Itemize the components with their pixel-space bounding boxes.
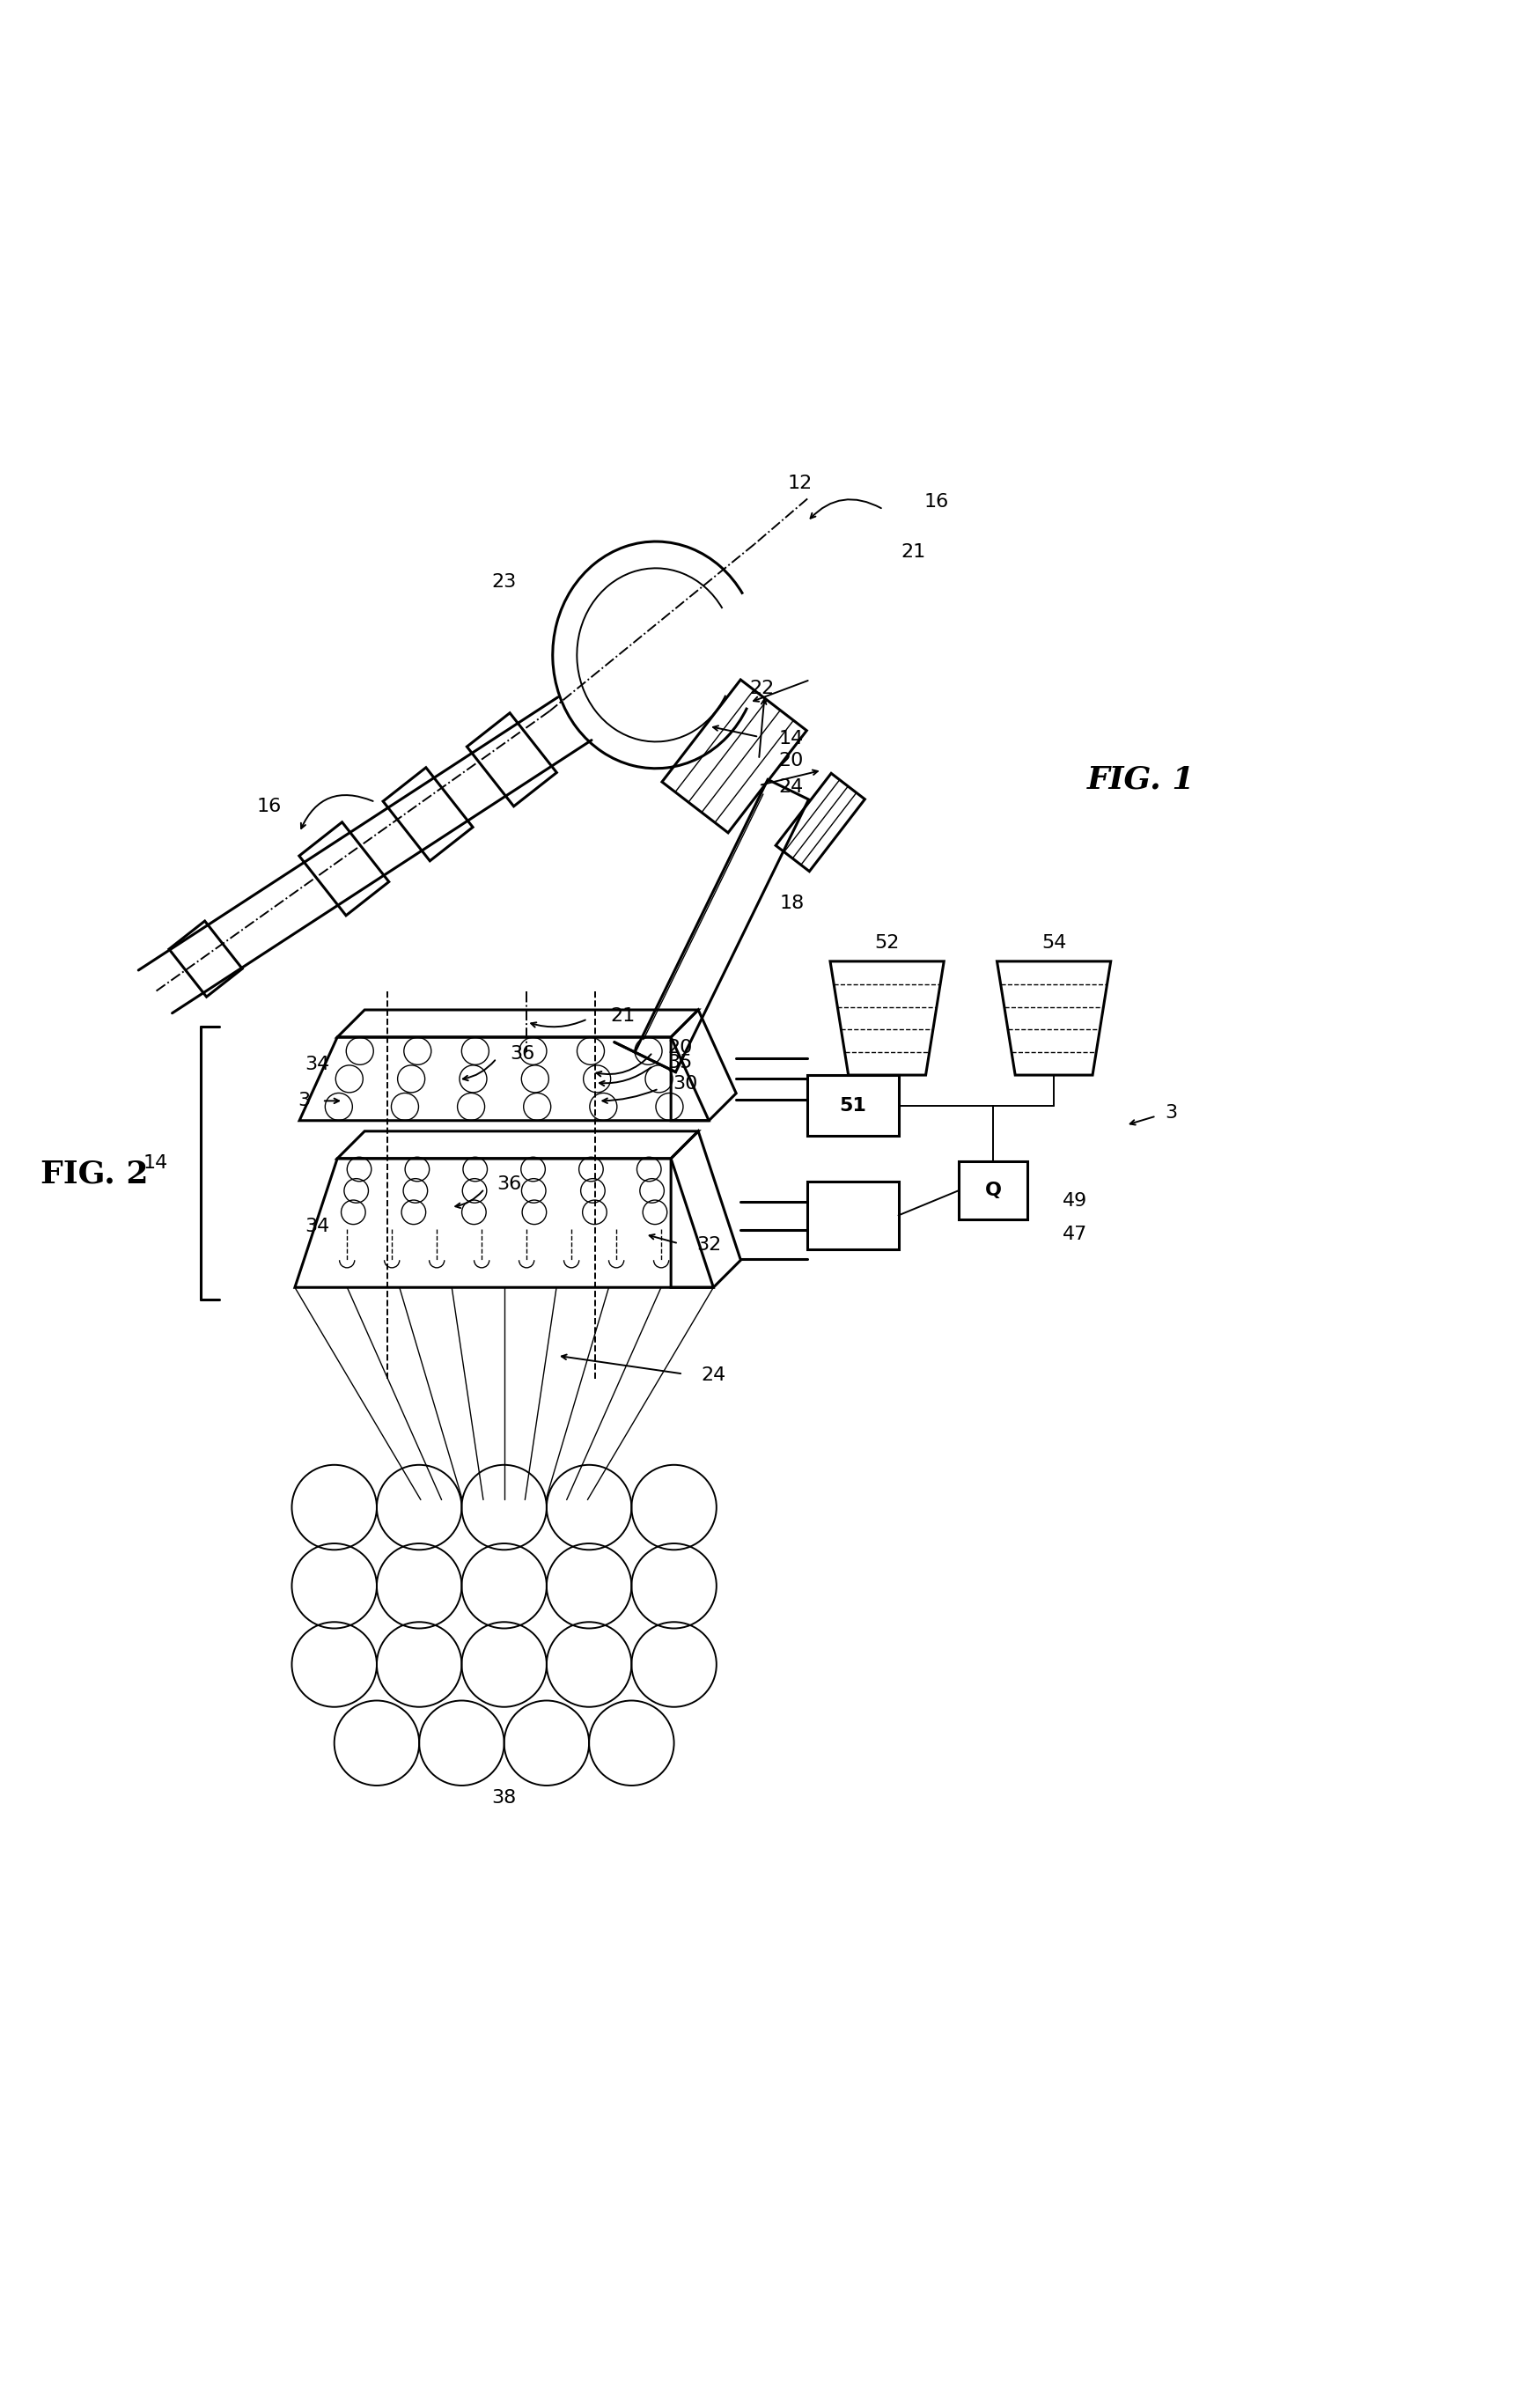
- Text: 49: 49: [1062, 1192, 1086, 1209]
- Text: 16: 16: [256, 797, 282, 816]
- Text: 47: 47: [1062, 1226, 1086, 1243]
- Text: 24: 24: [701, 1368, 726, 1385]
- Text: FIG. 1: FIG. 1: [1086, 763, 1194, 795]
- Text: 52: 52: [874, 934, 899, 951]
- Text: 35: 35: [667, 1055, 693, 1072]
- Text: 36: 36: [510, 1045, 535, 1062]
- Text: 51: 51: [839, 1096, 867, 1115]
- Text: 20: 20: [778, 751, 803, 771]
- Text: 54: 54: [1040, 934, 1066, 951]
- Text: 36: 36: [496, 1175, 521, 1192]
- Text: 16: 16: [923, 494, 949, 510]
- Text: 34: 34: [305, 1055, 329, 1074]
- FancyBboxPatch shape: [807, 1182, 899, 1250]
- Text: 21: 21: [609, 1007, 635, 1026]
- Text: Q: Q: [984, 1182, 1001, 1199]
- Text: FIG. 2: FIG. 2: [41, 1158, 149, 1190]
- Text: 14: 14: [778, 730, 803, 746]
- Text: 32: 32: [696, 1235, 722, 1255]
- Text: 18: 18: [780, 896, 804, 913]
- Text: 21: 21: [900, 544, 926, 561]
- Text: 3: 3: [297, 1093, 311, 1110]
- Text: 12: 12: [787, 474, 812, 491]
- FancyBboxPatch shape: [807, 1074, 899, 1137]
- Text: 34: 34: [305, 1218, 329, 1235]
- FancyBboxPatch shape: [958, 1161, 1027, 1218]
- Text: 30: 30: [672, 1076, 698, 1093]
- Text: 22: 22: [749, 679, 774, 698]
- Text: 20: 20: [667, 1038, 693, 1057]
- Text: 24: 24: [778, 778, 803, 795]
- Text: 38: 38: [492, 1789, 516, 1806]
- Text: 23: 23: [492, 573, 516, 590]
- Text: 14: 14: [143, 1153, 168, 1173]
- Text: 3: 3: [1165, 1105, 1177, 1122]
